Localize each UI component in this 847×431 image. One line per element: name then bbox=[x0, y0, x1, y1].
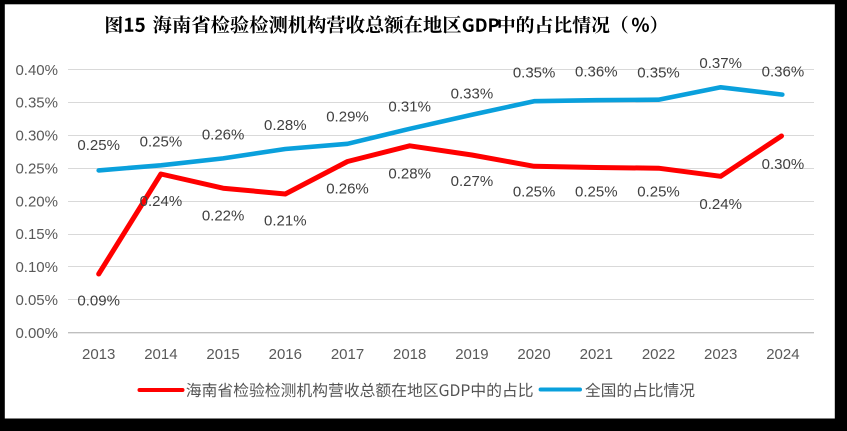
svg-text:0.35%: 0.35% bbox=[513, 65, 556, 82]
svg-text:0.26%: 0.26% bbox=[202, 127, 245, 144]
svg-text:0.21%: 0.21% bbox=[264, 213, 307, 230]
svg-text:0.05%: 0.05% bbox=[15, 292, 58, 309]
svg-text:0.35%: 0.35% bbox=[637, 65, 680, 82]
svg-text:0.22%: 0.22% bbox=[202, 207, 245, 224]
svg-text:2017: 2017 bbox=[331, 346, 364, 363]
svg-text:2019: 2019 bbox=[455, 346, 488, 363]
svg-text:0.31%: 0.31% bbox=[388, 99, 431, 116]
svg-text:0.28%: 0.28% bbox=[388, 165, 431, 182]
svg-text:2015: 2015 bbox=[206, 346, 239, 363]
svg-text:0.35%: 0.35% bbox=[15, 95, 58, 112]
svg-text:0.36%: 0.36% bbox=[575, 63, 618, 80]
svg-text:0.24%: 0.24% bbox=[140, 193, 183, 210]
svg-text:0.25%: 0.25% bbox=[15, 160, 58, 177]
svg-text:0.30%: 0.30% bbox=[762, 156, 805, 173]
svg-text:2021: 2021 bbox=[580, 346, 613, 363]
svg-text:0.29%: 0.29% bbox=[326, 109, 369, 126]
svg-text:0.28%: 0.28% bbox=[264, 117, 307, 134]
svg-text:0.15%: 0.15% bbox=[15, 226, 58, 243]
svg-text:2022: 2022 bbox=[642, 346, 675, 363]
svg-text:0.36%: 0.36% bbox=[762, 63, 805, 80]
svg-text:0.24%: 0.24% bbox=[699, 196, 742, 213]
svg-text:2014: 2014 bbox=[144, 346, 177, 363]
svg-text:0.37%: 0.37% bbox=[699, 55, 742, 72]
svg-text:2016: 2016 bbox=[269, 346, 302, 363]
svg-text:2020: 2020 bbox=[517, 346, 550, 363]
svg-text:2018: 2018 bbox=[393, 346, 426, 363]
svg-text:0.40%: 0.40% bbox=[15, 62, 58, 79]
svg-text:0.09%: 0.09% bbox=[77, 292, 120, 309]
svg-text:0.25%: 0.25% bbox=[575, 184, 618, 201]
svg-text:0.25%: 0.25% bbox=[637, 184, 680, 201]
svg-text:0.27%: 0.27% bbox=[451, 173, 494, 190]
svg-text:2024: 2024 bbox=[766, 346, 799, 363]
svg-text:0.25%: 0.25% bbox=[513, 184, 556, 201]
svg-text:0.25%: 0.25% bbox=[140, 134, 183, 151]
svg-text:0.25%: 0.25% bbox=[77, 137, 120, 154]
svg-text:0.10%: 0.10% bbox=[15, 259, 58, 276]
svg-text:0.30%: 0.30% bbox=[15, 128, 58, 145]
svg-text:2023: 2023 bbox=[704, 346, 737, 363]
svg-text:0.20%: 0.20% bbox=[15, 193, 58, 210]
svg-text:0.00%: 0.00% bbox=[15, 325, 58, 342]
svg-text:0.33%: 0.33% bbox=[451, 86, 494, 103]
svg-text:0.26%: 0.26% bbox=[326, 181, 369, 198]
svg-text:2013: 2013 bbox=[82, 346, 115, 363]
